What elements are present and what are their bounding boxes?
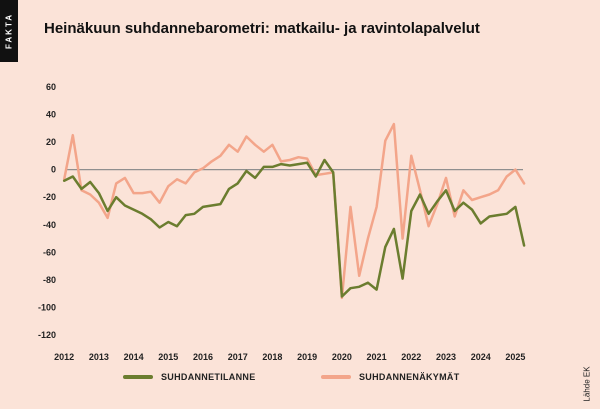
x-tick-label: 2023 <box>436 352 456 362</box>
x-tick-label: 2025 <box>505 352 525 362</box>
legend-label-suhdannetilanne: SUHDANNETILANNE <box>161 372 256 382</box>
y-tick-label: 40 <box>46 109 56 119</box>
y-tick-label: -100 <box>38 303 56 313</box>
y-tick-label: 0 <box>51 165 56 175</box>
y-tick-label: -60 <box>43 247 56 257</box>
x-tick-label: 2017 <box>228 352 248 362</box>
x-tick-label: 2018 <box>262 352 282 362</box>
y-tick-label: 60 <box>46 82 56 92</box>
y-axis-ticks: 60 40 20 0 -20 -40 -60 -80 -100 -120 <box>38 82 56 340</box>
chart-title: Heinäkuun suhdannebarometri: matkailu- j… <box>44 20 480 37</box>
x-axis-ticks: 2012 2013 2014 2015 2016 2017 2018 2019 2020 2021… <box>54 352 525 362</box>
x-tick-label: 2022 <box>401 352 421 362</box>
source-note: Lähde EK <box>582 366 592 402</box>
y-tick-label: -40 <box>43 220 56 230</box>
x-tick-label: 2021 <box>367 352 387 362</box>
legend-item-suhdannenakymat: SUHDANNENÄKYMÄT <box>321 372 460 382</box>
y-tick-label: -120 <box>38 330 56 340</box>
x-tick-label: 2020 <box>332 352 352 362</box>
x-tick-label: 2016 <box>193 352 213 362</box>
legend-label-suhdannenakymat: SUHDANNENÄKYMÄT <box>359 372 460 382</box>
series-line-suhdannetilanne <box>62 158 526 298</box>
x-tick-label: 2024 <box>471 352 491 362</box>
x-tick-label: 2014 <box>124 352 144 362</box>
y-tick-label: -20 <box>43 192 56 202</box>
x-tick-label: 2013 <box>89 352 109 362</box>
line-chart: 60 40 20 0 -20 -40 -60 -80 -100 -120 2012 2013 2014… <box>38 82 526 362</box>
fakta-badge: FAKTA <box>0 0 18 62</box>
x-tick-label: 2019 <box>297 352 317 362</box>
x-tick-label: 2012 <box>54 352 74 362</box>
y-tick-label: 20 <box>46 137 56 147</box>
x-tick-label: 2015 <box>158 352 178 362</box>
series-layer <box>62 122 526 300</box>
series-line-suhdannenakymat <box>62 122 526 300</box>
legend-swatch-suhdannenakymat <box>321 375 351 379</box>
legend-swatch-suhdannetilanne <box>123 375 153 379</box>
legend-item-suhdannetilanne: SUHDANNETILANNE <box>123 372 256 382</box>
y-tick-label: -80 <box>43 275 56 285</box>
legend: SUHDANNETILANNE SUHDANNENÄKYMÄT <box>0 372 600 392</box>
